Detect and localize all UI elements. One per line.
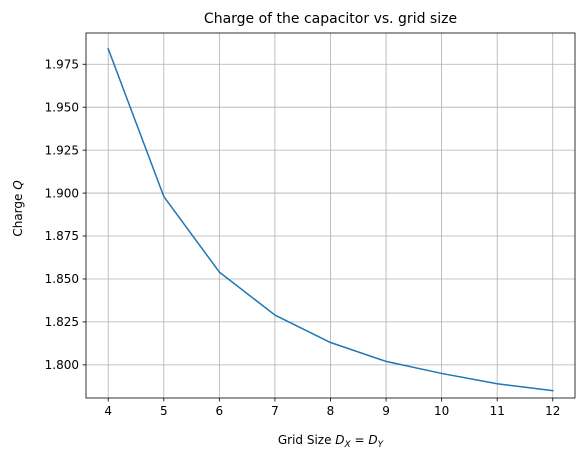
x-axis-label-sub1: X (344, 440, 352, 450)
x-tick-label: 7 (271, 404, 279, 418)
y-tick-label: 1.875 (45, 229, 79, 243)
x-tick-label: 8 (327, 404, 335, 418)
y-axis-label: Charge Q (11, 180, 25, 236)
y-tick-label: 1.850 (45, 272, 79, 286)
chart-title: Charge of the capacitor vs. grid size (204, 11, 457, 27)
x-axis-label-d2: D (368, 433, 377, 447)
grid (86, 33, 575, 398)
y-tick-label: 1.800 (45, 358, 79, 372)
x-tick-label: 9 (382, 404, 390, 418)
x-tick-label: 4 (104, 404, 112, 418)
series-layer (107, 47, 554, 392)
series-line (107, 47, 554, 392)
x-tick-label: 5 (160, 404, 168, 418)
y-tick-label: 1.950 (45, 100, 79, 114)
y-tick-label: 1.975 (45, 57, 79, 71)
x-tick-label: 10 (434, 404, 449, 418)
x-axis-label-sub2: Y (378, 440, 385, 450)
x-axis-label: Grid Size DX = DY (278, 433, 385, 450)
y-axis-label-text: Charge (11, 190, 25, 237)
y-tick-label: 1.925 (45, 143, 79, 157)
x-tick-label: 12 (545, 404, 560, 418)
y-axis-label-q: Q (11, 180, 25, 189)
x-axis-label-d1: D (335, 433, 344, 447)
y-tick-label: 1.900 (45, 186, 79, 200)
x-axis-ticks: 4 5 6 7 8 9 10 11 12 (104, 398, 560, 418)
x-axis-label-eq: = (351, 433, 369, 447)
x-axis-label-text: Grid Size (278, 433, 335, 447)
x-tick-label: 11 (490, 404, 505, 418)
y-tick-label: 1.825 (45, 315, 79, 329)
y-axis-ticks: 1.800 1.825 1.850 1.875 1.900 1.925 1.950 1.975 (45, 57, 86, 372)
x-tick-label: 6 (216, 404, 224, 418)
